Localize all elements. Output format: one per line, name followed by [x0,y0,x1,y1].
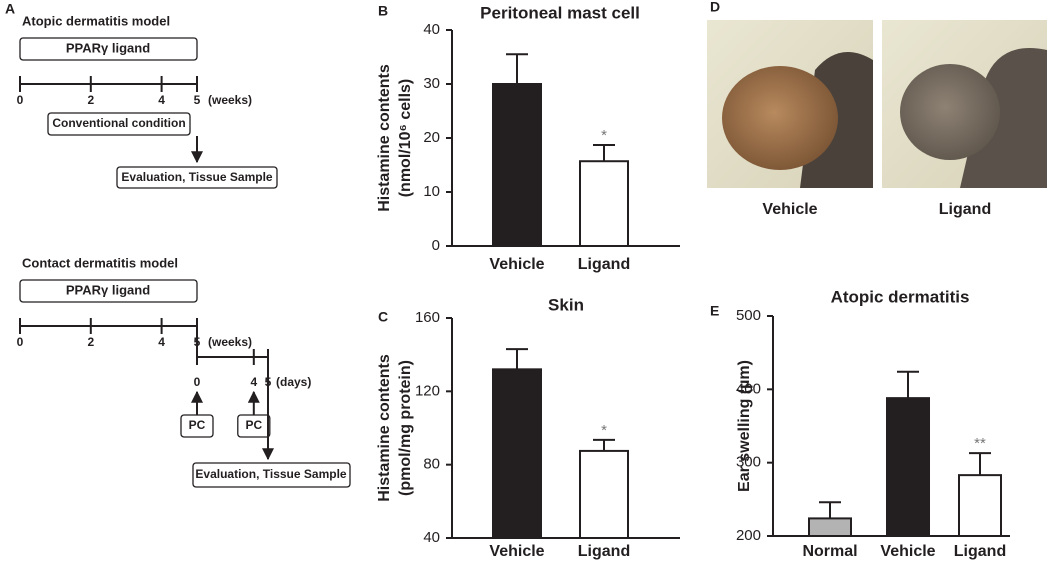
unit-label: (weeks) [208,335,252,349]
y-tick-label: 300 [736,454,761,471]
y-tick-label: 400 [736,380,761,397]
significance: * [601,127,607,144]
chart-title: Peritoneal mast cell [480,3,640,22]
model-title: Contact dermatitis model [22,255,178,270]
x-tick-label: Ligand [954,543,1006,560]
x-tick-label: Ligand [578,256,630,273]
chart-title: Skin [548,295,584,314]
outcome-box [192,462,351,488]
week-label: 5 [194,93,201,107]
challenge-label: PC [245,418,262,432]
challenge-label: PC [189,418,206,432]
week-label: 0 [17,93,24,107]
week-label: 2 [87,335,94,349]
bar [579,160,629,247]
chart-title: Atopic dermatitis [831,287,970,306]
bar [492,368,542,540]
y-tick-label: 40 [423,529,440,546]
y-axis-label: Histamine contents [376,354,393,502]
day-label: 4 [250,375,257,389]
drug-box [19,37,198,61]
drug-label: PPARγ ligand [66,40,150,55]
condition-box [47,112,191,136]
panel-label: D [710,0,720,15]
x-tick-label: Vehicle [489,543,544,560]
panel-label: B [378,3,388,19]
bar [492,83,542,247]
y-tick-label: 160 [415,309,440,326]
y-axis-label: (nmol/10⁶ cells) [397,79,414,198]
x-tick-label: Vehicle [489,256,544,273]
y-tick-label: 40 [423,21,440,38]
y-tick-label: 120 [415,382,440,399]
model-title: Atopic dermatitis model [22,13,170,28]
photo-caption: Ligand [939,201,991,218]
drug-box [19,279,198,303]
day-label: 0 [194,375,201,389]
outcome-label: Evaluation, Tissue Sample [195,467,346,481]
bar [579,449,629,539]
condition-label: Conventional condition [52,116,185,130]
week-label: 4 [158,335,165,349]
y-tick-label: 500 [736,307,761,324]
y-axis-label: (pmol/mg protein) [397,360,414,496]
photo-ligand [882,20,1047,188]
x-tick-label: Normal [802,543,857,560]
outcome-label: Evaluation, Tissue Sample [121,170,272,184]
week-label: 4 [158,93,165,107]
y-tick-label: 80 [423,456,440,473]
photo-caption: Vehicle [762,201,817,218]
y-tick-label: 200 [736,527,761,544]
bar [886,397,930,537]
photo-vehicle [707,20,873,188]
y-tick-label: 0 [432,237,440,254]
panel-label: C [378,309,388,325]
significance: * [601,422,607,439]
y-tick-label: 10 [423,183,440,200]
drug-label: PPARγ ligand [66,282,150,297]
day-unit: (days) [276,375,311,389]
week-label: 2 [87,93,94,107]
unit-label: (weeks) [208,93,252,107]
outcome-box [116,166,278,189]
challenge-box [237,414,271,438]
y-tick-label: 20 [423,129,440,146]
panel-label: E [710,303,719,319]
week-label: 0 [17,335,24,349]
x-tick-label: Ligand [578,543,630,560]
significance: ** [974,435,986,452]
x-tick-label: Vehicle [880,543,935,560]
challenge-box [180,414,214,438]
bar [958,474,1002,537]
panel-label: A [5,1,15,17]
bar [808,517,852,538]
y-axis-label: Ear swelling (µm) [736,360,753,492]
y-axis-label: Histamine contents [376,64,393,212]
y-tick-label: 30 [423,75,440,92]
